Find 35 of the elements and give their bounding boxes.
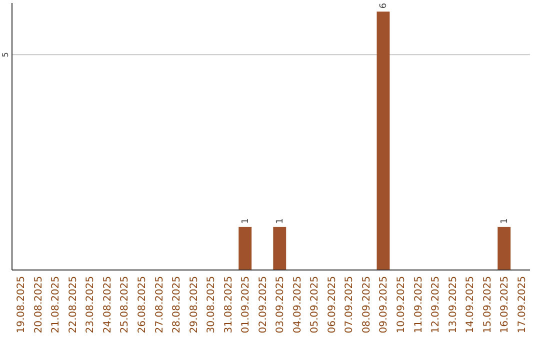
x-tick-label: 17.09.2025 <box>516 276 528 334</box>
ref-line-label: 5 <box>1 52 10 58</box>
x-tick-label: 02.09.2025 <box>258 276 269 334</box>
x-tick-label: 28.08.2025 <box>172 276 183 334</box>
x-tick-label: 29.08.2025 <box>188 276 200 334</box>
x-tick-label: 04.09.2025 <box>292 276 304 334</box>
x-tick-label: 27.08.2025 <box>154 276 166 334</box>
x-tick-label: 20.08.2025 <box>33 276 44 334</box>
data-label: 1 <box>500 218 510 224</box>
x-tick-label: 16.09.2025 <box>500 276 511 334</box>
data-label: 6 <box>379 2 390 9</box>
x-tick-label: 05.09.2025 <box>310 276 321 334</box>
x-tick-label: 24.08.2025 <box>102 276 114 334</box>
x-tick-label: 01.09.2025 <box>240 276 252 334</box>
x-tick-label: 12.09.2025 <box>430 276 442 334</box>
x-tick-label: 10.09.2025 <box>396 276 407 334</box>
x-tick-label: 09.09.2025 <box>378 276 390 334</box>
x-tick-label: 26.08.2025 <box>137 276 148 334</box>
x-tick-label: 03.09.2025 <box>275 276 286 334</box>
x-tick-label: 31.08.2025 <box>223 276 234 334</box>
x-tick-label: 19.08.2025 <box>16 276 28 334</box>
x-tick-label: 21.08.2025 <box>50 276 62 334</box>
x-tick-label: 07.09.2025 <box>344 276 356 334</box>
x-tick-label: 13.09.2025 <box>448 276 459 334</box>
data-label: 1 <box>241 218 252 224</box>
x-tick-label: 22.08.2025 <box>68 276 79 334</box>
x-tick-label: 25.08.2025 <box>120 276 131 334</box>
x-tick-label: 30.08.2025 <box>206 276 218 334</box>
x-tick-label: 15.09.2025 <box>482 276 494 334</box>
x-tick-label: 11.09.2025 <box>413 276 424 334</box>
data-label: 1 <box>276 218 286 224</box>
x-tick-label: 14.09.2025 <box>465 276 476 334</box>
x-tick-label: 06.09.2025 <box>326 276 338 334</box>
x-tick-label: 08.09.2025 <box>361 276 372 334</box>
x-tick-label: 23.08.2025 <box>85 276 96 334</box>
